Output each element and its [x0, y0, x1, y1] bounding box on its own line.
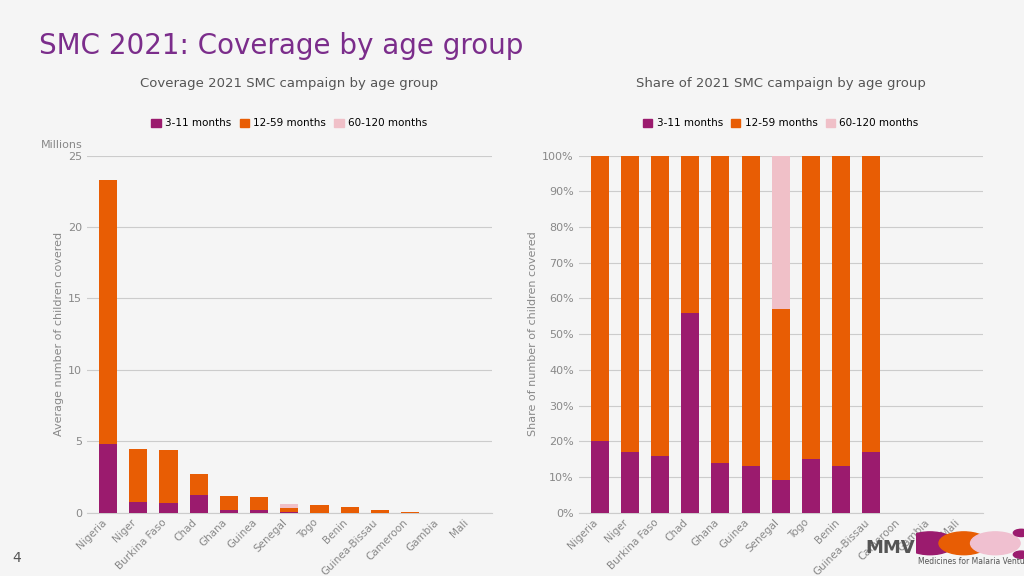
Bar — [99, 444, 117, 513]
Text: Coverage 2021 SMC campaign by age group: Coverage 2021 SMC campaign by age group — [140, 77, 438, 90]
Y-axis label: Share of number of children covered: Share of number of children covered — [528, 232, 538, 437]
Text: MMV: MMV — [865, 539, 914, 558]
Bar — [772, 156, 790, 309]
Bar — [310, 505, 329, 513]
Bar — [189, 474, 208, 495]
Bar — [712, 463, 729, 513]
Bar — [741, 156, 760, 466]
Bar — [129, 449, 147, 502]
Bar — [621, 156, 639, 452]
Circle shape — [1014, 551, 1024, 558]
Bar — [621, 452, 639, 513]
Circle shape — [939, 532, 988, 555]
Bar — [220, 510, 238, 513]
Bar — [833, 466, 850, 513]
Bar — [651, 156, 669, 456]
Bar — [712, 156, 729, 463]
Text: Millions: Millions — [41, 140, 83, 150]
Bar — [250, 510, 268, 513]
Bar — [189, 495, 208, 513]
Circle shape — [1014, 529, 1024, 537]
Bar — [862, 452, 881, 513]
Circle shape — [971, 532, 1020, 555]
Bar — [681, 156, 699, 313]
Bar — [281, 512, 298, 513]
Text: 4: 4 — [12, 551, 22, 564]
Bar — [651, 456, 669, 513]
Legend: 3-11 months, 12-59 months, 60-120 months: 3-11 months, 12-59 months, 60-120 months — [147, 114, 431, 132]
Bar — [591, 441, 608, 513]
Circle shape — [905, 532, 954, 555]
Bar — [220, 496, 238, 510]
Bar — [741, 466, 760, 513]
Bar — [129, 502, 147, 513]
Bar — [772, 480, 790, 513]
Text: Share of 2021 SMC campaign by age group: Share of 2021 SMC campaign by age group — [636, 77, 926, 90]
Bar — [833, 156, 850, 466]
Bar — [160, 503, 177, 513]
Bar — [802, 156, 820, 459]
Bar — [371, 510, 389, 513]
Bar — [802, 459, 820, 513]
Text: Medicines for Malaria Venture: Medicines for Malaria Venture — [918, 556, 1024, 566]
Bar — [99, 180, 117, 444]
Bar — [250, 497, 268, 510]
Legend: 3-11 months, 12-59 months, 60-120 months: 3-11 months, 12-59 months, 60-120 months — [639, 114, 923, 132]
Bar — [401, 511, 419, 513]
Bar — [281, 504, 298, 507]
Y-axis label: Average number of children covered: Average number of children covered — [54, 232, 63, 436]
Bar — [772, 309, 790, 480]
Bar — [862, 156, 881, 452]
Text: SMC 2021: Coverage by age group: SMC 2021: Coverage by age group — [39, 32, 523, 60]
Bar — [591, 156, 608, 441]
Bar — [341, 507, 358, 513]
Bar — [281, 507, 298, 512]
Bar — [681, 313, 699, 513]
Bar — [160, 450, 177, 503]
